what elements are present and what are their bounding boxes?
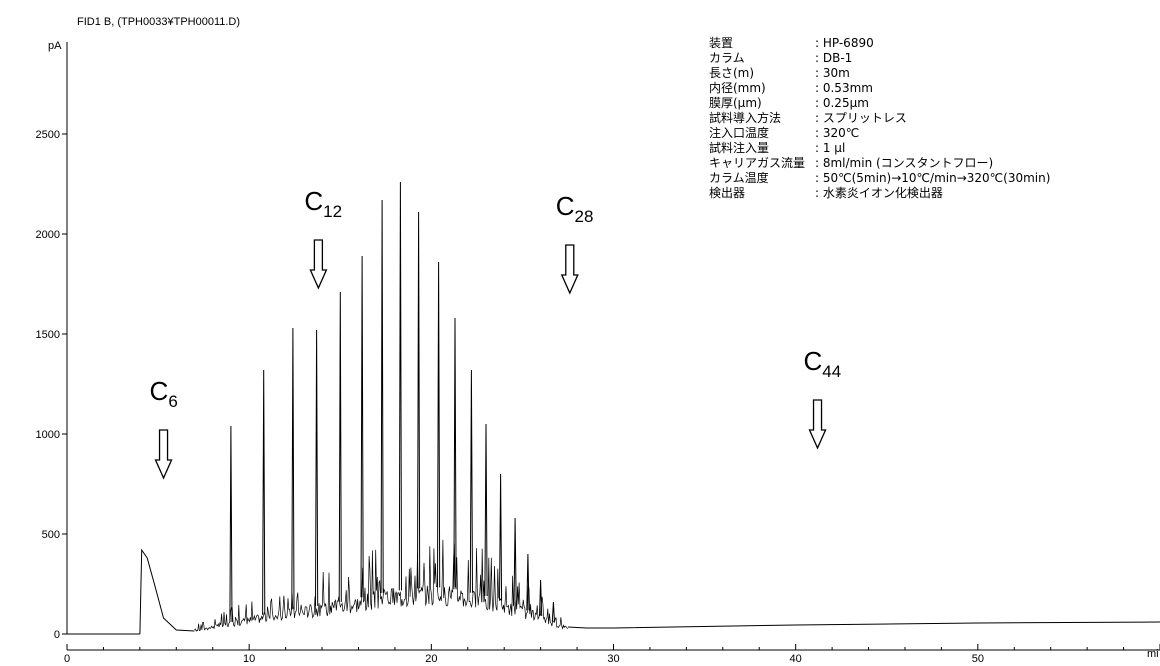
condition-value: : 0.25μm xyxy=(815,96,869,110)
condition-value: : 0.53mm xyxy=(815,81,873,95)
carbon-label-sub: 28 xyxy=(575,207,594,226)
y-tick-label: 500 xyxy=(42,529,60,541)
peak xyxy=(526,553,530,611)
carbon-label: C12 xyxy=(304,186,342,221)
condition-value: : 30m xyxy=(815,66,850,80)
condition-label: キャリアガス流量 xyxy=(709,156,805,170)
x-ticks: 0 10 20 30 40 50 xyxy=(64,644,1160,665)
condition-value: : 320℃ xyxy=(815,126,859,140)
peak xyxy=(417,211,421,589)
condition-value: : 水素炎イオン化検出器 xyxy=(815,186,943,200)
peak xyxy=(437,261,441,588)
carbon-label-sub: 6 xyxy=(168,392,177,411)
peak xyxy=(291,327,295,610)
hydrocarbon-hump xyxy=(194,539,568,632)
carbon-label-main: C xyxy=(304,186,323,216)
peak xyxy=(338,291,342,603)
peak xyxy=(453,317,457,590)
x-tick-label: 20 xyxy=(425,653,437,665)
y-axis-label: pA xyxy=(48,40,62,52)
down-arrow-icon xyxy=(560,244,579,295)
carbon-label: C6 xyxy=(150,376,178,411)
peak xyxy=(499,473,503,601)
x-tick-label: 10 xyxy=(243,653,255,665)
condition-value: : HP-6890 xyxy=(815,36,874,50)
condition-label: 膜厚(μm) xyxy=(709,96,762,110)
baseline-segment xyxy=(567,621,1160,629)
peak xyxy=(229,425,233,623)
chromatogram-trace xyxy=(67,181,1160,635)
peak xyxy=(513,517,517,606)
carbon-label-sub: 44 xyxy=(822,362,841,381)
carbon-label: C28 xyxy=(556,191,594,226)
carbon-label: C44 xyxy=(804,346,842,381)
x-tick-label: 0 xyxy=(64,653,70,665)
peak xyxy=(315,329,319,606)
peak xyxy=(469,369,473,593)
carbon-label-main: C xyxy=(556,191,575,221)
condition-label: 注入口温度 xyxy=(709,125,769,140)
condition-label: 長さ(m) xyxy=(709,66,754,80)
condition-value: : スプリットレス xyxy=(815,111,907,125)
condition-label: 検出器 xyxy=(709,186,745,200)
carbon-label-main: C xyxy=(150,376,169,406)
y-tick-label: 2500 xyxy=(36,129,60,141)
y-tick-label: 0 xyxy=(54,629,60,641)
condition-label: カラム xyxy=(709,51,745,65)
down-arrow-icon xyxy=(808,399,827,450)
condition-value: : 8ml/min (コンスタントフロー) xyxy=(815,156,993,170)
condition-value: : 1 μl xyxy=(815,141,845,155)
x-axis-label: mi xyxy=(1147,648,1159,660)
down-arrow-icon xyxy=(309,239,328,290)
peak xyxy=(398,181,402,591)
x-tick-label: 50 xyxy=(972,653,984,665)
y-ticks: 0 500 1000 1500 2000 2500 xyxy=(36,129,67,641)
condition-label: カラム温度 xyxy=(709,170,769,185)
condition-label: 内径(mm) xyxy=(709,81,766,95)
carbon-label-sub: 12 xyxy=(323,202,342,221)
y-tick-label: 1500 xyxy=(36,329,60,341)
peak xyxy=(484,423,488,597)
x-tick-label: 40 xyxy=(790,653,802,665)
condition-label: 試料導入方法 xyxy=(709,110,781,125)
carbon-label-main: C xyxy=(804,346,823,376)
peak xyxy=(551,601,555,622)
peak xyxy=(360,255,364,598)
peak xyxy=(539,579,543,617)
chart-title: FID1 B, (TPH0033¥TPH00011.D) xyxy=(77,16,240,28)
condition-label: 装置 xyxy=(709,36,733,50)
down-arrow-icon xyxy=(154,429,173,480)
baseline-segment xyxy=(139,548,195,635)
y-tick-label: 2000 xyxy=(36,229,60,241)
instrument-conditions: 装置 : HP-6890 カラム : DB-1 長さ(m) : 30m 内径(mm) : 0.… xyxy=(709,36,1050,200)
peak xyxy=(380,199,384,594)
y-tick-label: 1000 xyxy=(36,429,60,441)
peak xyxy=(262,369,266,615)
condition-value: : 50℃(5min)→10℃/min→320℃(30min) xyxy=(815,171,1050,185)
x-tick-label: 30 xyxy=(607,653,619,665)
condition-label: 試料注入量 xyxy=(709,140,769,155)
condition-value: : DB-1 xyxy=(815,51,852,65)
